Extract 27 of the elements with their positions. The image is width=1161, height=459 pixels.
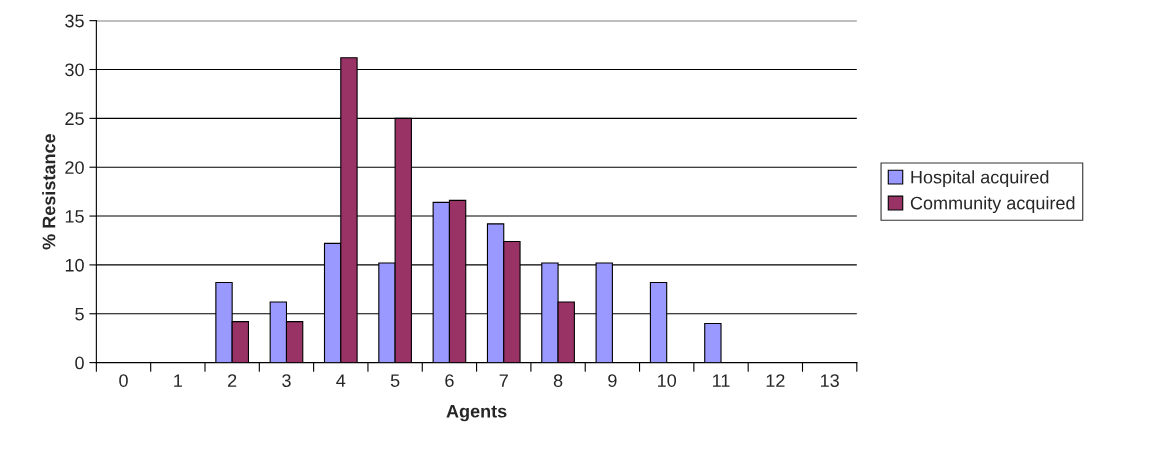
- legend-label: Community acquired: [910, 196, 1075, 214]
- x-tick-label: 5: [390, 374, 400, 387]
- x-tick-label: 9: [608, 374, 617, 387]
- x-tick-label: 6: [445, 374, 454, 387]
- x-tick-label: 10: [658, 374, 677, 387]
- x-axis-title: Agents: [446, 405, 507, 422]
- x-tick-label: 2: [228, 374, 237, 387]
- x-tick-label: 13: [821, 374, 839, 387]
- y-axis-title: % Resistance: [42, 134, 56, 250]
- x-tick-label: 0: [119, 374, 128, 387]
- bar: [704, 322, 722, 363]
- y-tick-label: 15: [65, 210, 84, 223]
- x-tick-label: 7: [499, 374, 508, 387]
- legend-label: Hospital acquired: [911, 170, 1049, 188]
- y-tick-label: 0: [75, 356, 84, 370]
- y-tick-label: 5: [75, 307, 84, 321]
- x-tick-label: 3: [282, 374, 291, 387]
- y-tick-label: 35: [65, 14, 84, 28]
- x-tick-label: 11: [713, 374, 730, 387]
- x-tick-label: 12: [766, 374, 785, 387]
- x-tick-label: 8: [553, 374, 563, 387]
- y-tick-label: 25: [65, 112, 84, 126]
- y-tick-label: 10: [65, 258, 84, 272]
- x-tick-label: 4: [336, 374, 346, 387]
- y-tick-label: 30: [65, 63, 84, 77]
- y-tick-label: 20: [65, 161, 84, 174]
- x-tick-label: 1: [174, 374, 182, 387]
